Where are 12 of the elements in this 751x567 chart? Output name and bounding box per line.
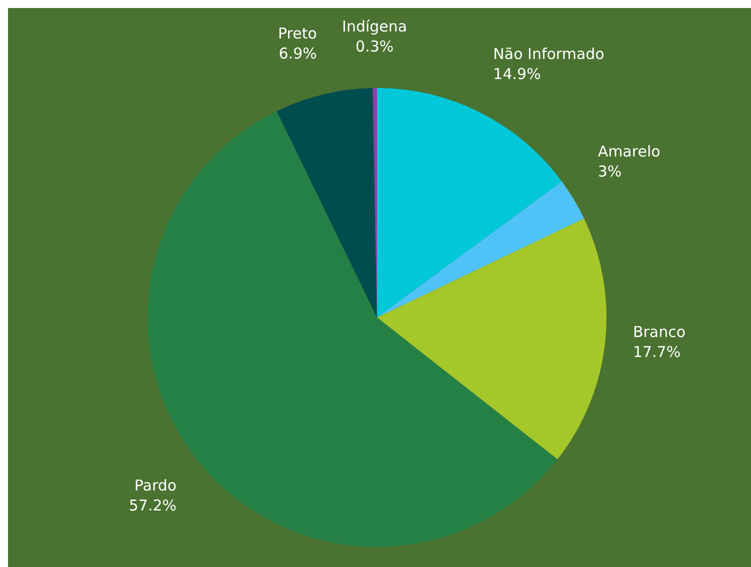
data-label: 57.2% — [128, 496, 177, 515]
data-label: 17.7% — [632, 343, 681, 362]
slice-label: Não Informado — [493, 45, 604, 64]
slice-label: Pardo — [134, 476, 177, 495]
data-label: 3% — [598, 162, 622, 180]
data-label: 0.3% — [356, 37, 394, 56]
data-label: 14.9% — [493, 65, 541, 84]
data-label: 6.9% — [278, 44, 317, 63]
slice-label: Branco — [632, 323, 686, 342]
slice-label: Indígena — [342, 17, 408, 36]
slice-label: Preto — [278, 24, 317, 43]
slice-label: Amarelo — [598, 142, 660, 160]
